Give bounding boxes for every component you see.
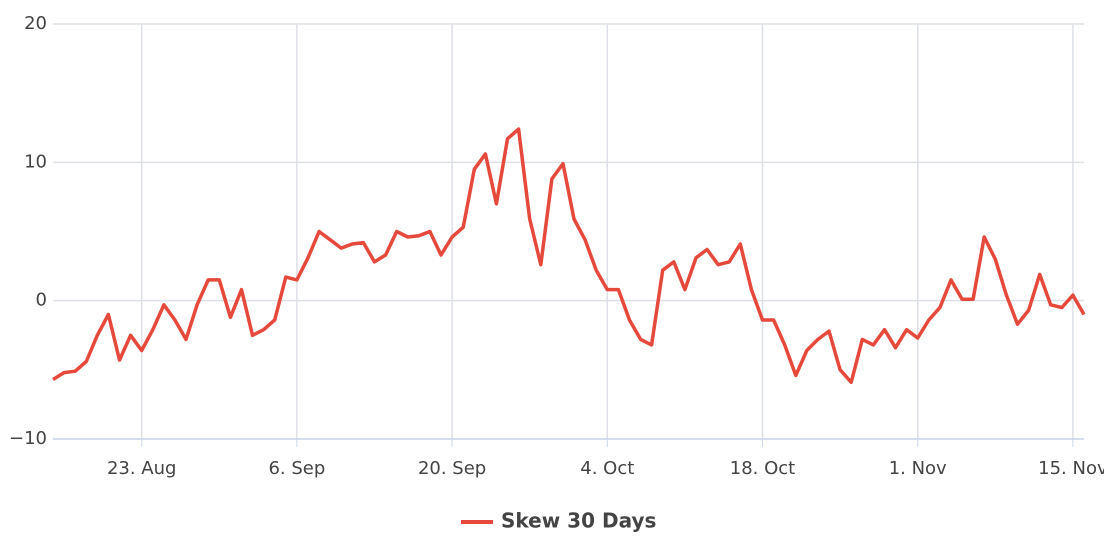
y-tick-label: 20 [24, 13, 47, 34]
line-series [52, 127, 1086, 385]
y-tick-label: 10 [24, 151, 47, 172]
y-tick-label: −10 [9, 428, 47, 449]
x-tick-label: 6. Sep [268, 458, 325, 479]
x-tick-label: 18. Oct [730, 458, 795, 479]
x-tick-label: 1. Nov [889, 458, 947, 479]
legend-label[interactable]: Skew 30 Days [501, 509, 656, 533]
y-tick-label: 0 [36, 290, 47, 311]
x-tick-label: 15. Nov [1038, 458, 1104, 479]
x-tick-label: 20. Sep [418, 458, 486, 479]
x-tick-label: 4. Oct [580, 458, 634, 479]
x-tick-label: 23. Aug [107, 458, 177, 479]
